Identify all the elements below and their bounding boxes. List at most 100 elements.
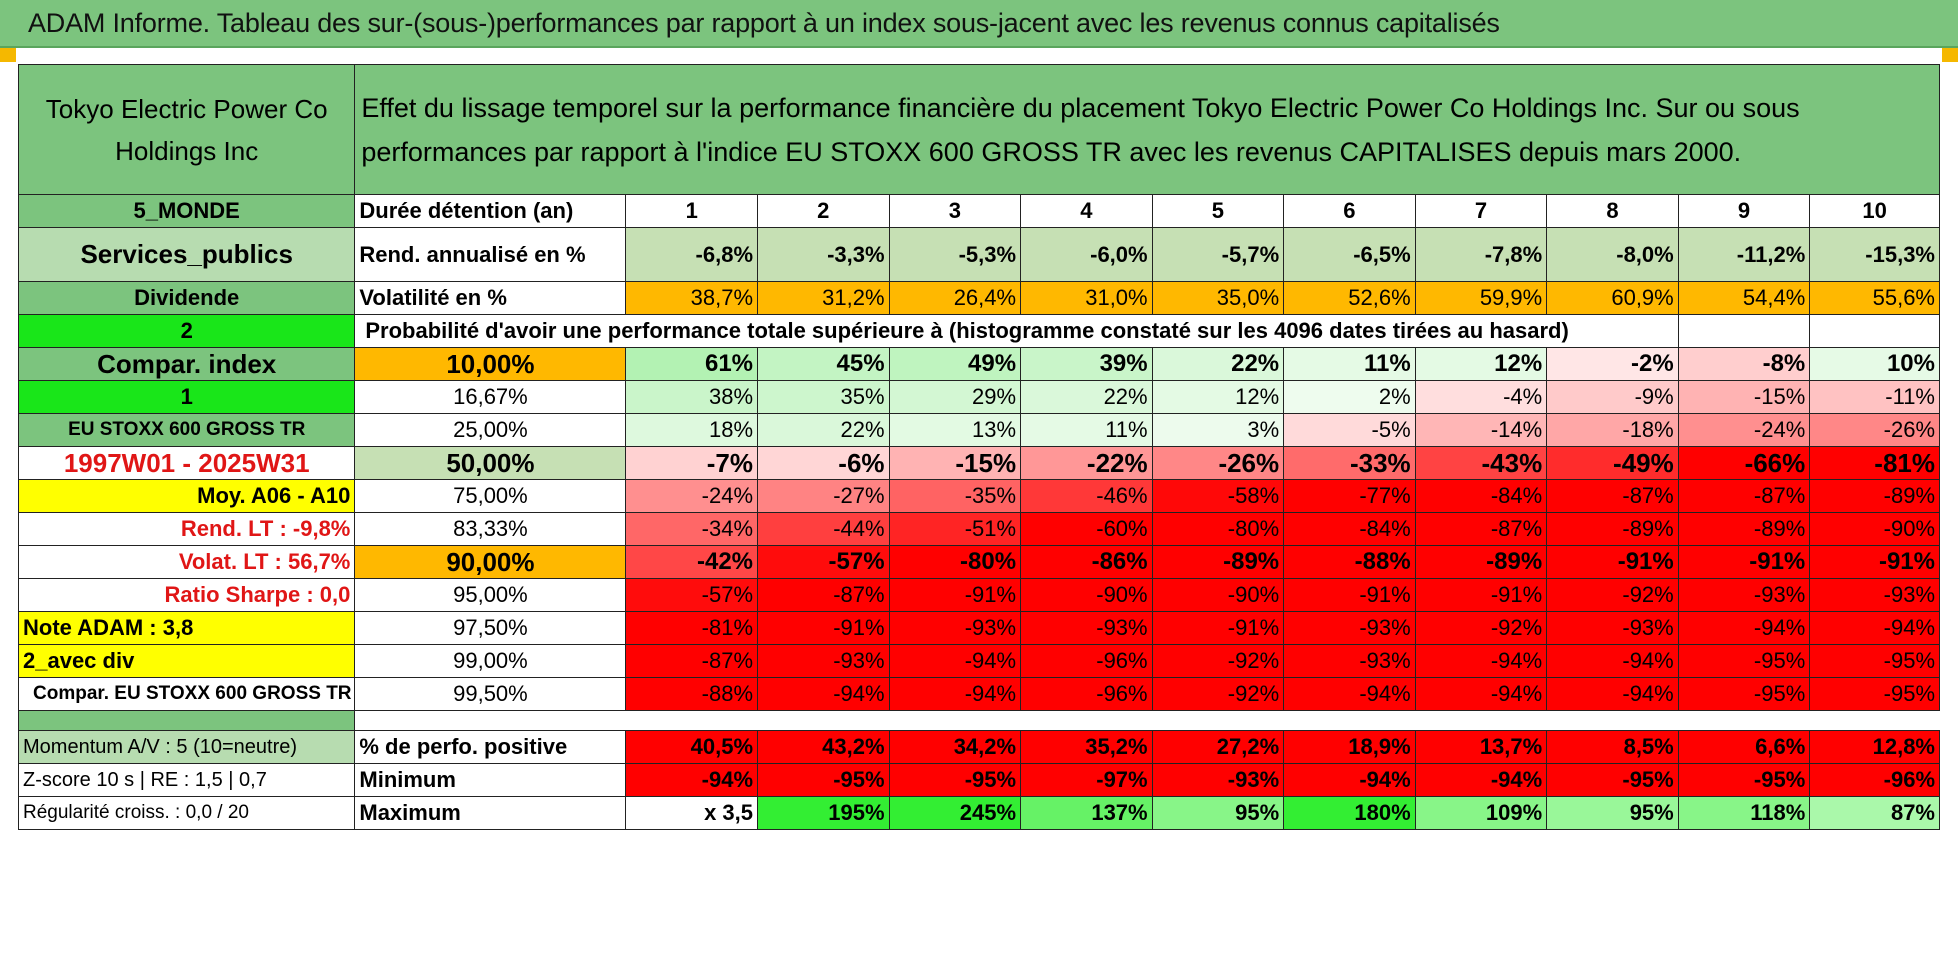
quantile-value-cell: -80% xyxy=(1151,512,1285,546)
quantile-value-cell: -89% xyxy=(1414,545,1548,579)
quantile-value-cell: -92% xyxy=(1414,611,1548,645)
quantile-value-cell: -95% xyxy=(1809,677,1940,711)
quantile-value-cell: -94% xyxy=(1414,644,1548,678)
quantile-value-cell: -11% xyxy=(1809,380,1940,414)
quantile-value-cell: -35% xyxy=(888,479,1022,513)
year-header: 5 xyxy=(1151,194,1285,228)
quantile-value-cell: -5% xyxy=(1283,413,1416,447)
quantile-value-cell: -94% xyxy=(888,677,1022,711)
volatility-label: Volatilité en % xyxy=(354,281,627,315)
quantile-value-cell: -91% xyxy=(888,578,1022,612)
dividend-label: Dividende xyxy=(17,281,356,315)
compar-full-label: Compar. EU STOXX 600 GROSS TR xyxy=(17,677,356,711)
quantile-value-cell: -14% xyxy=(1414,413,1548,447)
volatility-cell: 52,6% xyxy=(1283,281,1416,315)
quantile-label: 10,00% xyxy=(354,347,627,381)
quantile-value-cell: -51% xyxy=(888,512,1022,546)
quantile-value-cell: -93% xyxy=(1809,578,1940,612)
quantile-value-cell: -4% xyxy=(1414,380,1548,414)
quantile-value-cell: -87% xyxy=(1414,512,1548,546)
quantile-value-cell: -7% xyxy=(625,446,759,480)
quantile-value-cell: -43% xyxy=(1414,446,1548,480)
table-row: Z-score 10 s | RE : 1,5 | 0,7 Minimum -94%… xyxy=(17,763,1940,797)
quantile-value-cell: -91% xyxy=(1414,578,1548,612)
quantile-value-cell: -94% xyxy=(757,677,890,711)
quantile-value-cell: -90% xyxy=(1809,512,1940,546)
volatility-cell: 35,0% xyxy=(1151,281,1285,315)
table-row: Volat. LT : 56,7% 90,00% -42% -57% -80% -86% -… xyxy=(17,545,1940,579)
positive-perf-cell: 34,2% xyxy=(888,730,1022,764)
positive-perf-cell: 35,2% xyxy=(1020,730,1153,764)
selector-1[interactable]: 1 xyxy=(17,380,356,414)
resize-handle-left[interactable] xyxy=(0,48,16,62)
annualized-return-cell: -8,0% xyxy=(1546,227,1679,282)
spacer-green xyxy=(17,710,356,731)
quantile-value-cell: 22% xyxy=(1151,347,1285,381)
quantile-value-cell: -58% xyxy=(1151,479,1285,513)
compar-index-label: Compar. index xyxy=(17,347,356,381)
quantile-value-cell: 61% xyxy=(625,347,759,381)
minimum-cell: -95% xyxy=(1546,763,1679,797)
quantile-value-cell: -91% xyxy=(1809,545,1940,579)
quantile-value-cell: -93% xyxy=(1283,611,1416,645)
quantile-value-cell: -8% xyxy=(1677,347,1811,381)
quantile-value-cell: -81% xyxy=(625,611,759,645)
quantile-value-cell: 22% xyxy=(1020,380,1153,414)
quantile-value-cell: -90% xyxy=(1151,578,1285,612)
minimum-cell: -96% xyxy=(1809,763,1940,797)
maximum-cell: 137% xyxy=(1020,796,1153,830)
quantile-value-cell: 39% xyxy=(1020,347,1153,381)
quantile-label: 90,00% xyxy=(354,545,627,579)
quantile-value-cell: -87% xyxy=(625,644,759,678)
quantile-value-cell: -94% xyxy=(1677,611,1811,645)
annualized-return-cell: -3,3% xyxy=(757,227,890,282)
table-row: 2_avec div 99,00% -87% -93% -94% -96% -92% -93%… xyxy=(17,644,1940,678)
region-label: 5_MONDE xyxy=(17,194,356,228)
quantile-value-cell: -60% xyxy=(1020,512,1153,546)
table-row: 1997W01 - 2025W31 50,00% -7% -6% -15% -22% -26… xyxy=(17,446,1940,480)
maximum-cell: x 3,5 xyxy=(625,796,759,830)
quantile-value-cell: -88% xyxy=(1283,545,1416,579)
maximum-label: Maximum xyxy=(354,796,627,830)
quantile-value-cell: -66% xyxy=(1677,446,1811,480)
annualized-return-cell: -7,8% xyxy=(1414,227,1548,282)
quantile-value-cell: -44% xyxy=(757,512,890,546)
quantile-value-cell: -80% xyxy=(888,545,1022,579)
table-row: Note ADAM : 3,8 97,50% -81% -91% -93% -93% -91… xyxy=(17,611,1940,645)
table-row: 1 16,67% 38% 35% 29% 22% 12% 2% -4% -9% -15% -11% xyxy=(17,380,1940,414)
quantile-value-cell: 13% xyxy=(888,413,1022,447)
quantile-value-cell: -87% xyxy=(1677,479,1811,513)
quantile-value-cell: -88% xyxy=(625,677,759,711)
quantile-value-cell: -92% xyxy=(1151,644,1285,678)
quantile-label: 99,50% xyxy=(354,677,627,711)
maximum-cell: 95% xyxy=(1546,796,1679,830)
positive-perf-cell: 43,2% xyxy=(757,730,890,764)
period-label: 1997W01 - 2025W31 xyxy=(17,446,356,480)
quantile-value-cell: -91% xyxy=(757,611,890,645)
table-row: 5_MONDE Durée détention (an) 1 2 3 4 5 6 7 8 9 10 xyxy=(17,194,1940,228)
quantile-label: 99,00% xyxy=(354,644,627,678)
quantile-value-cell: 29% xyxy=(888,380,1022,414)
quantile-value-cell: -93% xyxy=(888,611,1022,645)
quantile-value-cell: 3% xyxy=(1151,413,1285,447)
table-description: Effet du lissage temporel sur la perform… xyxy=(354,64,1940,195)
empty-cell xyxy=(1809,314,1940,348)
quantile-value-cell: -94% xyxy=(1809,611,1940,645)
quantile-value-cell: -93% xyxy=(1546,611,1679,645)
quantile-value-cell: 10% xyxy=(1809,347,1940,381)
quantile-value-cell: -57% xyxy=(757,545,890,579)
year-header: 3 xyxy=(888,194,1022,228)
positive-perf-cell: 6,6% xyxy=(1677,730,1811,764)
table-row: Compar. EU STOXX 600 GROSS TR 99,50% -88% -… xyxy=(17,677,1940,711)
volatility-cell: 31,0% xyxy=(1020,281,1153,315)
empty-cell xyxy=(1677,314,1811,348)
quantile-value-cell: -94% xyxy=(1283,677,1416,711)
resize-handle-right[interactable] xyxy=(1942,48,1958,62)
year-header: 10 xyxy=(1809,194,1940,228)
annualized-return-cell: -6,8% xyxy=(625,227,759,282)
selector-2[interactable]: 2 xyxy=(17,314,356,348)
table-row: Services_publics Rend. annualisé en % -6,8… xyxy=(17,227,1940,282)
quantile-value-cell: -57% xyxy=(625,578,759,612)
table-row: Moy. A06 - A10 75,00% -24% -27% -35% -46% -58%… xyxy=(17,479,1940,513)
quantile-label: 16,67% xyxy=(354,380,627,414)
